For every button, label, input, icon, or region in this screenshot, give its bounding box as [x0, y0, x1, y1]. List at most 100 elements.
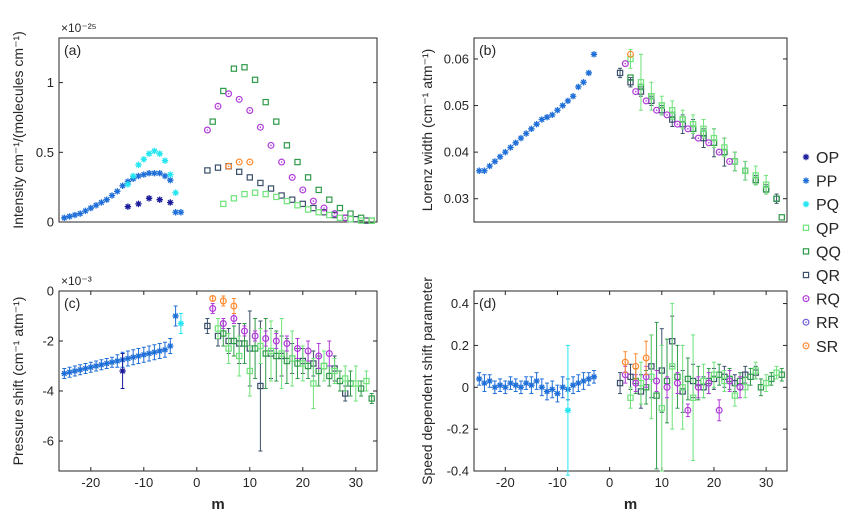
data-point: [325, 350, 333, 358]
data-point: [476, 375, 483, 383]
data-point: [135, 172, 142, 180]
data-point: [103, 196, 110, 203]
data-point: [214, 102, 222, 110]
data-point: [357, 217, 365, 224]
data-point: [71, 211, 79, 219]
data-point: [616, 379, 624, 387]
data-point: [92, 202, 100, 209]
series-RQ: [621, 60, 734, 165]
data-point-center: [728, 380, 731, 382]
data-point: [496, 153, 504, 160]
data-point: [257, 179, 264, 187]
legend-label: PP: [816, 174, 837, 191]
data-point: [752, 367, 759, 374]
data-point: [299, 186, 307, 194]
data-point: [621, 60, 629, 68]
data-point-center: [270, 144, 272, 147]
y-tick-label: -0.4: [447, 464, 469, 479]
data-point: [156, 347, 163, 355]
data-point-center: [233, 317, 235, 320]
data-point: [172, 209, 179, 216]
data-point: [559, 102, 566, 109]
data-point: [220, 87, 227, 95]
data-point-center: [728, 160, 731, 163]
series-SR: [621, 340, 650, 380]
data-point: [204, 167, 211, 174]
data-point: [517, 134, 525, 142]
y-tick-label: 0: [47, 215, 54, 230]
data-point: [225, 90, 233, 98]
data-point: [235, 95, 243, 103]
data-point-center: [645, 100, 647, 102]
y-tick-label: 0.05: [444, 98, 469, 113]
data-point: [726, 377, 734, 385]
data-point: [220, 200, 227, 208]
data-point: [653, 392, 660, 399]
data-point: [663, 383, 671, 391]
data-point: [491, 158, 499, 165]
data-point: [554, 390, 561, 397]
data-point-center: [243, 330, 246, 332]
legend: OP PP PQ QP QQ QR RQ RR SR: [802, 150, 841, 356]
data-point-center: [249, 109, 251, 112]
series-SR: [626, 50, 634, 58]
data-point-center: [222, 300, 225, 302]
data-point-center: [655, 109, 658, 112]
legend-item-rq: RQ: [802, 292, 840, 309]
data-point: [167, 176, 174, 184]
data-point: [108, 192, 116, 199]
series-QP: [627, 49, 770, 195]
data-point: [246, 106, 254, 114]
series-PQ: [177, 313, 185, 334]
data-point: [669, 363, 676, 370]
data-point-center: [254, 335, 256, 337]
data-point: [294, 345, 302, 353]
data-point: [533, 120, 540, 128]
data-point: [710, 371, 718, 378]
data-point: [653, 106, 661, 114]
data-point: [278, 350, 285, 357]
data-point: [151, 349, 158, 356]
data-point: [679, 116, 686, 123]
data-point: [145, 195, 153, 202]
data-point: [363, 377, 370, 385]
data-point: [177, 320, 185, 327]
data-point-center: [697, 137, 700, 139]
data-point: [262, 190, 269, 198]
data-point: [309, 197, 317, 205]
data-point: [726, 157, 734, 165]
data-point: [320, 362, 328, 370]
data-point-center: [264, 337, 267, 340]
data-point: [230, 302, 238, 310]
legend-item-qr: QR: [802, 268, 840, 285]
data-point: [156, 196, 163, 203]
data-point: [564, 97, 572, 105]
legend-label: SR: [816, 339, 838, 356]
data-point: [304, 174, 312, 181]
data-point: [315, 186, 322, 194]
legend-marker-center: [805, 321, 807, 324]
data-point: [161, 346, 169, 353]
data-point: [304, 347, 312, 355]
data-point: [61, 370, 68, 377]
data-point: [130, 354, 137, 361]
data-point: [103, 360, 110, 367]
data-point: [225, 162, 233, 170]
data-point: [299, 360, 307, 367]
panel-label: (d): [479, 295, 496, 311]
data-point: [700, 125, 707, 133]
data-point: [145, 350, 153, 357]
series-QP: [214, 318, 370, 409]
panel-label: (b): [479, 42, 496, 58]
data-point: [512, 381, 519, 389]
data-point-center: [227, 165, 230, 168]
data-point: [705, 139, 713, 147]
data-point: [538, 116, 546, 123]
data-point: [705, 379, 713, 387]
axis-exponent: ×10⁻²⁵: [61, 21, 97, 35]
data-point-center: [687, 128, 689, 130]
data-point: [114, 357, 121, 365]
data-point: [71, 367, 79, 375]
data-point: [549, 111, 556, 119]
data-point-center: [634, 382, 637, 384]
